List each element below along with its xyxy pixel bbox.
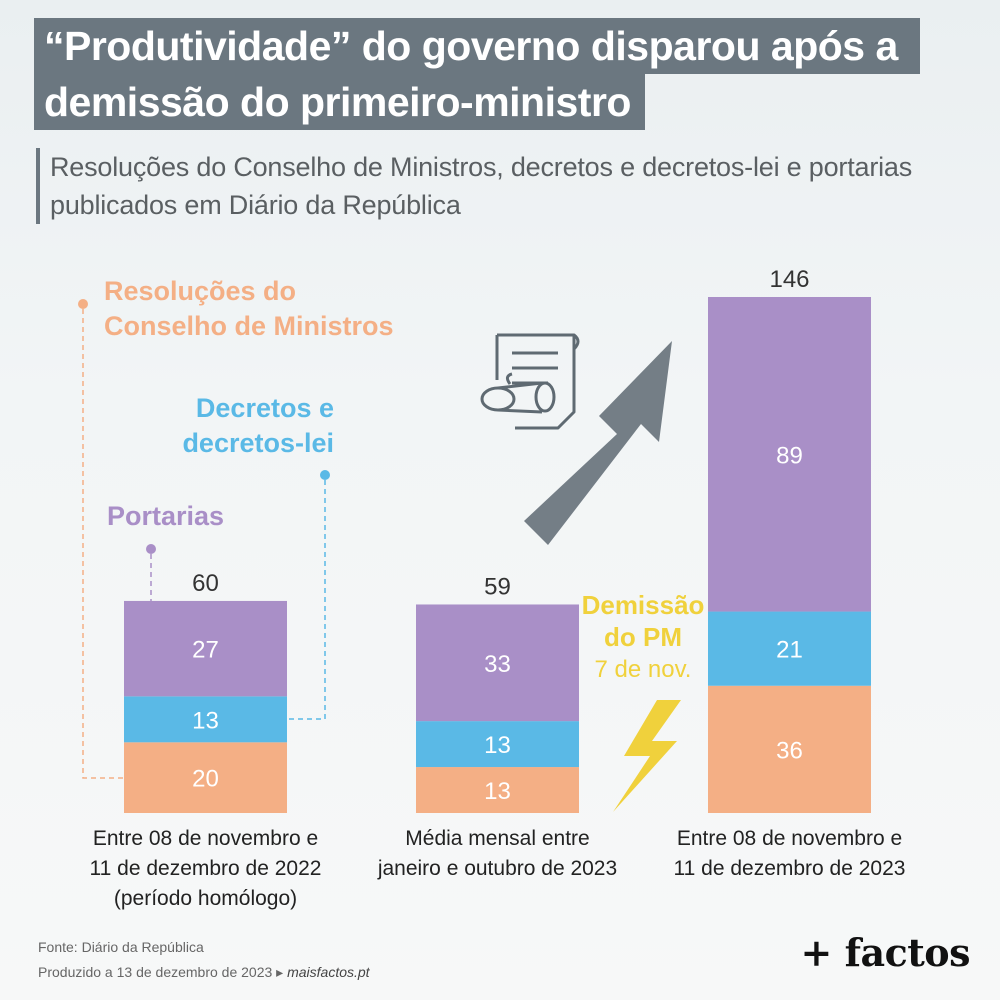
bar-resolucoes-1 (124, 742, 287, 813)
bar-portarias-1 (124, 600, 287, 697)
scroll-roll-right (534, 381, 556, 413)
up-trend-arrow-icon (524, 341, 672, 545)
total-label-1: 60 (192, 570, 219, 597)
bar-label-portarias-3: 89 (776, 442, 803, 469)
subtitle: Resoluções do Conselho de Ministros, dec… (50, 152, 913, 220)
category-label-3-line-1: Entre 08 de novembro e (677, 827, 902, 850)
legend-resolucoes-line-2: Conselho de Ministros (104, 311, 394, 341)
bar-label-resolucoes-1: 20 (192, 766, 219, 793)
scroll-ribbon (505, 372, 513, 385)
footer-produced-date: Produzido a 13 de dezembro de 2023 (38, 964, 273, 980)
bar-resolucoes-3 (708, 685, 871, 813)
bar-decretos-3 (708, 611, 871, 686)
document-page (495, 333, 576, 430)
document-scroll-icon (480, 333, 580, 430)
bar-label-portarias-2: 33 (484, 651, 511, 678)
legend-resolucoes-dot (78, 299, 88, 309)
bar-resolucoes-2 (416, 767, 579, 813)
footer-produced: Produzido a 13 de dezembro de 2023 ▸ mai… (38, 964, 370, 981)
bar-label-decretos-2: 13 (484, 732, 511, 759)
category-label-1-line-1: Entre 08 de novembro e (93, 827, 318, 850)
bar-label-portarias-1: 27 (192, 637, 219, 664)
footer-arrow-icon: ▸ (276, 964, 284, 980)
document-corner-curl (572, 333, 580, 351)
annotation-line-1: Demissão (582, 590, 705, 620)
category-label-3-line-2: 11 de dezembro de 2023 (674, 857, 906, 880)
legend-decretos-line-1: Decretos e (196, 393, 334, 423)
category-label-2-line-2: janeiro e outubro de 2023 (377, 857, 617, 880)
footer-source: Fonte: Diário da República (38, 939, 204, 955)
legend-decretos-dot (320, 470, 330, 480)
bar-label-resolucoes-3: 36 (776, 737, 803, 764)
legend-decretos-leader (287, 480, 326, 720)
lightning-bolt-icon (613, 700, 681, 812)
bar-label-resolucoes-2: 13 (484, 778, 511, 805)
bar-label-decretos-1: 13 (192, 707, 219, 734)
bar-portarias-2 (416, 604, 579, 722)
title-line-1: “Produtividade” do governo disparou após… (34, 18, 920, 74)
scroll-roll-left (480, 386, 516, 412)
total-label-2: 59 (484, 573, 511, 600)
legend-resolucoes-line-1: Resoluções do (104, 276, 296, 306)
legend-portarias-dot (146, 544, 156, 554)
title-block: “Produtividade” do governo disparou após… (34, 18, 920, 130)
legend-decretos-line-2: decretos-lei (182, 428, 334, 458)
annotation-line-2: do PM (604, 622, 682, 652)
footer-site: maisfactos.pt (287, 964, 370, 980)
factos-logo: + factos (800, 930, 971, 975)
category-label-1-line-2: 11 de dezembro de 2022 (90, 857, 322, 880)
scroll-body (497, 381, 543, 414)
legend-resolucoes-leader (82, 309, 124, 779)
subtitle-block: Resoluções do Conselho de Ministros, dec… (36, 148, 980, 224)
total-label-3: 146 (769, 266, 809, 293)
title-line-2: demissão do primeiro-ministro (34, 74, 645, 130)
bar-label-decretos-3: 21 (776, 637, 803, 664)
bar-portarias-3 (708, 297, 871, 612)
annotation-line-3: 7 de nov. (595, 656, 692, 683)
category-label-2-line-1: Média mensal entre (405, 827, 589, 850)
category-label-1-line-3: (período homólogo) (114, 887, 297, 910)
bar-decretos-2 (416, 721, 579, 768)
legend-portarias-label: Portarias (107, 501, 224, 531)
bar-decretos-1 (124, 696, 287, 743)
